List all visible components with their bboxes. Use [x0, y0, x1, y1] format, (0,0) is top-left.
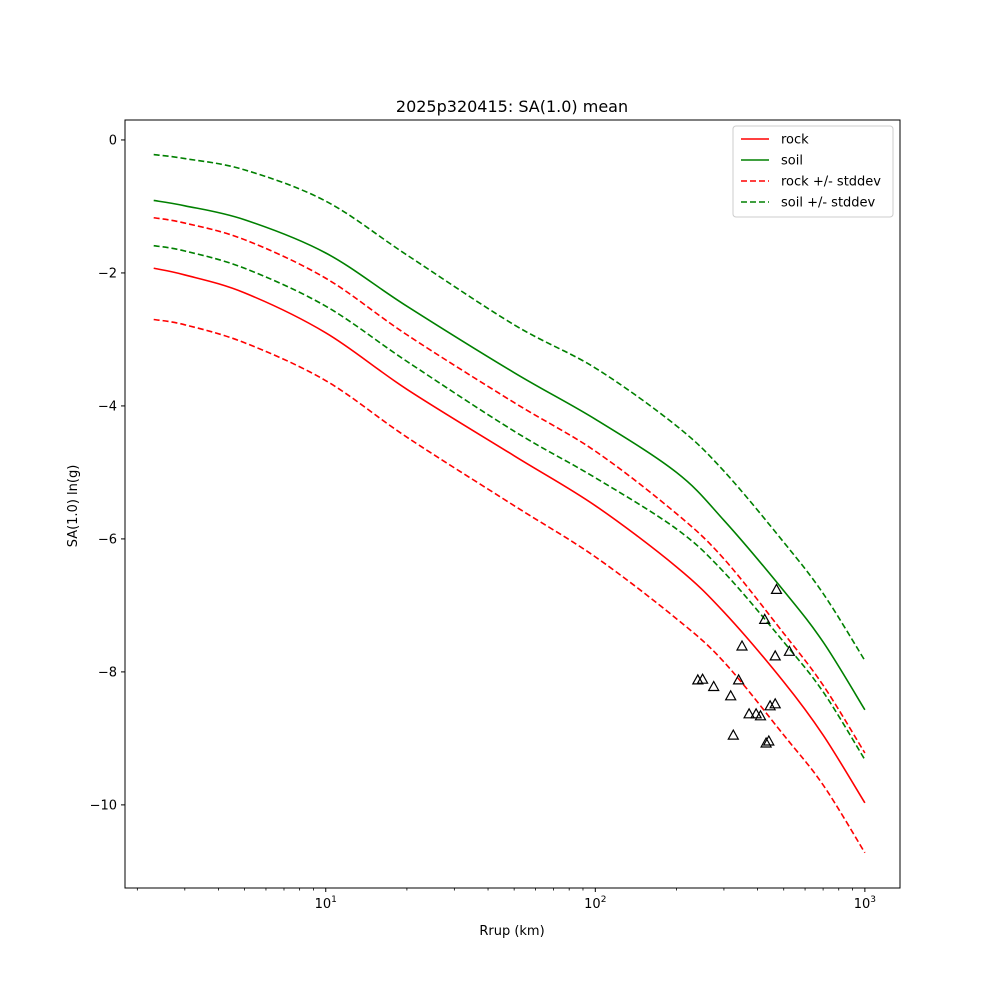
observation-point-2	[707, 680, 720, 692]
series-layer	[153, 153, 866, 854]
y-tick-label-0: 0	[109, 133, 117, 148]
observation-point-3	[724, 689, 737, 701]
observation-point-12	[762, 734, 775, 746]
observation-point-13	[764, 699, 777, 711]
axes-layer: 0 −2 −4 −6 −8 −10 101 102 103	[90, 119, 901, 912]
y-tick-label-3: −6	[98, 532, 117, 547]
series-line-rock-stddev-3	[153, 216, 866, 754]
observation-point-17	[783, 645, 796, 656]
legend-box	[732, 125, 894, 218]
observation-point-7	[743, 707, 756, 719]
series-line-rock-stddev-2	[153, 318, 866, 854]
observation-point-1	[696, 672, 709, 684]
observation-point-4	[727, 728, 740, 740]
observation-point-14	[769, 697, 782, 709]
series-line-rock-0	[153, 267, 866, 804]
x-tick-label-0: 101	[315, 895, 337, 912]
chart-title: 2025p320415: SA(1.0) mean	[396, 97, 628, 116]
plot-frame	[124, 119, 901, 889]
observation-point-15	[769, 649, 782, 661]
y-tick-label-5: −10	[90, 798, 117, 813]
x-axis-label: Rrup (km)	[479, 924, 544, 939]
y-axis-label: SA(1.0) ln(g)	[66, 465, 81, 548]
legend-label-1: soil	[781, 154, 803, 169]
legend-label-2: rock +/- stddev	[781, 175, 881, 190]
observation-point-10	[758, 613, 771, 625]
legend: rock soil rock +/- stddev soil +/- stddev	[732, 125, 894, 218]
series-line-soil-stddev-5	[153, 244, 866, 761]
legend-label-0: rock	[781, 133, 809, 148]
observation-point-5	[732, 673, 745, 685]
observation-point-6	[735, 639, 749, 651]
y-tick-label-2: −4	[98, 399, 117, 414]
observation-point-9	[754, 709, 767, 721]
legend-label-3: soil +/- stddev	[781, 196, 876, 211]
y-tick-label-1: −2	[98, 266, 117, 281]
x-tick-label-1: 102	[584, 895, 606, 912]
observations-layer	[691, 583, 796, 748]
series-line-soil-1	[153, 199, 866, 711]
y-tick-label-4: −8	[98, 665, 117, 680]
x-tick-label-2: 103	[854, 895, 876, 912]
observation-point-16	[770, 583, 783, 595]
series-line-soil-stddev-4	[153, 153, 866, 662]
observation-point-11	[760, 736, 773, 748]
